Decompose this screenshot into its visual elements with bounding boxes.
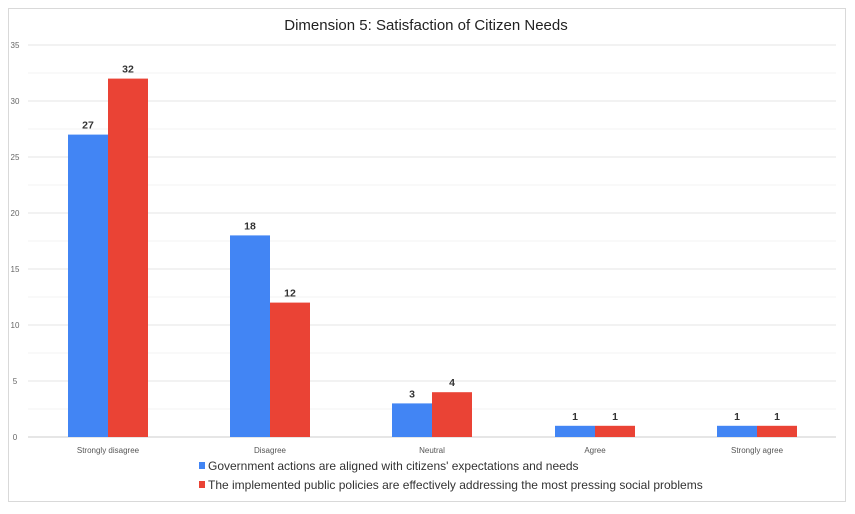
bar-series-2 — [270, 302, 310, 437]
data-label: 1 — [774, 411, 780, 423]
bar-series-1 — [392, 403, 432, 437]
legend: Government actions are aligned with citi… — [199, 459, 703, 492]
bars: Strongly disagree 27 32 Disagree 18 12 Neutral… — [68, 64, 797, 455]
legend-swatch — [199, 462, 205, 469]
data-label: 1 — [572, 411, 578, 423]
chart-title: Dimension 5: Satisfaction of Citizen Nee… — [284, 17, 567, 34]
bar-series-2 — [595, 425, 635, 437]
bar-series-1 — [230, 235, 270, 437]
x-tick-label: Agree — [584, 446, 606, 455]
chart-frame — [8, 8, 846, 502]
bar-series-2 — [108, 78, 148, 437]
data-label: 18 — [244, 220, 256, 232]
legend-label: The implemented public policies are effe… — [208, 478, 703, 492]
data-label: 32 — [122, 64, 134, 76]
bar-series-1 — [555, 425, 595, 437]
data-label: 3 — [409, 388, 415, 400]
data-label: 12 — [284, 288, 296, 300]
y-tick-label: 30 — [11, 97, 20, 106]
gridlines: 0 5 10 15 20 25 30 35 — [11, 41, 836, 442]
y-tick-label: 0 — [13, 433, 18, 442]
y-tick-label: 15 — [11, 265, 20, 274]
data-label: 1 — [734, 411, 740, 423]
data-label: 1 — [612, 411, 618, 423]
y-tick-label: 20 — [11, 209, 20, 218]
y-tick-label: 25 — [11, 153, 20, 162]
x-tick-label: Disagree — [254, 446, 287, 455]
x-tick-label: Strongly agree — [731, 446, 784, 455]
legend-label: Government actions are aligned with citi… — [208, 459, 579, 473]
x-tick-label: Neutral — [419, 446, 445, 455]
y-tick-label: 35 — [11, 41, 20, 50]
y-tick-label: 5 — [13, 377, 18, 386]
data-label: 27 — [82, 120, 94, 132]
bar-series-2 — [757, 425, 797, 437]
data-label: 4 — [449, 377, 455, 389]
legend-swatch — [199, 481, 205, 488]
x-tick-label: Strongly disagree — [77, 446, 140, 455]
bar-series-1 — [68, 134, 108, 437]
bar-series-1 — [717, 425, 757, 437]
bar-series-2 — [432, 392, 472, 437]
y-tick-label: 10 — [11, 321, 20, 330]
